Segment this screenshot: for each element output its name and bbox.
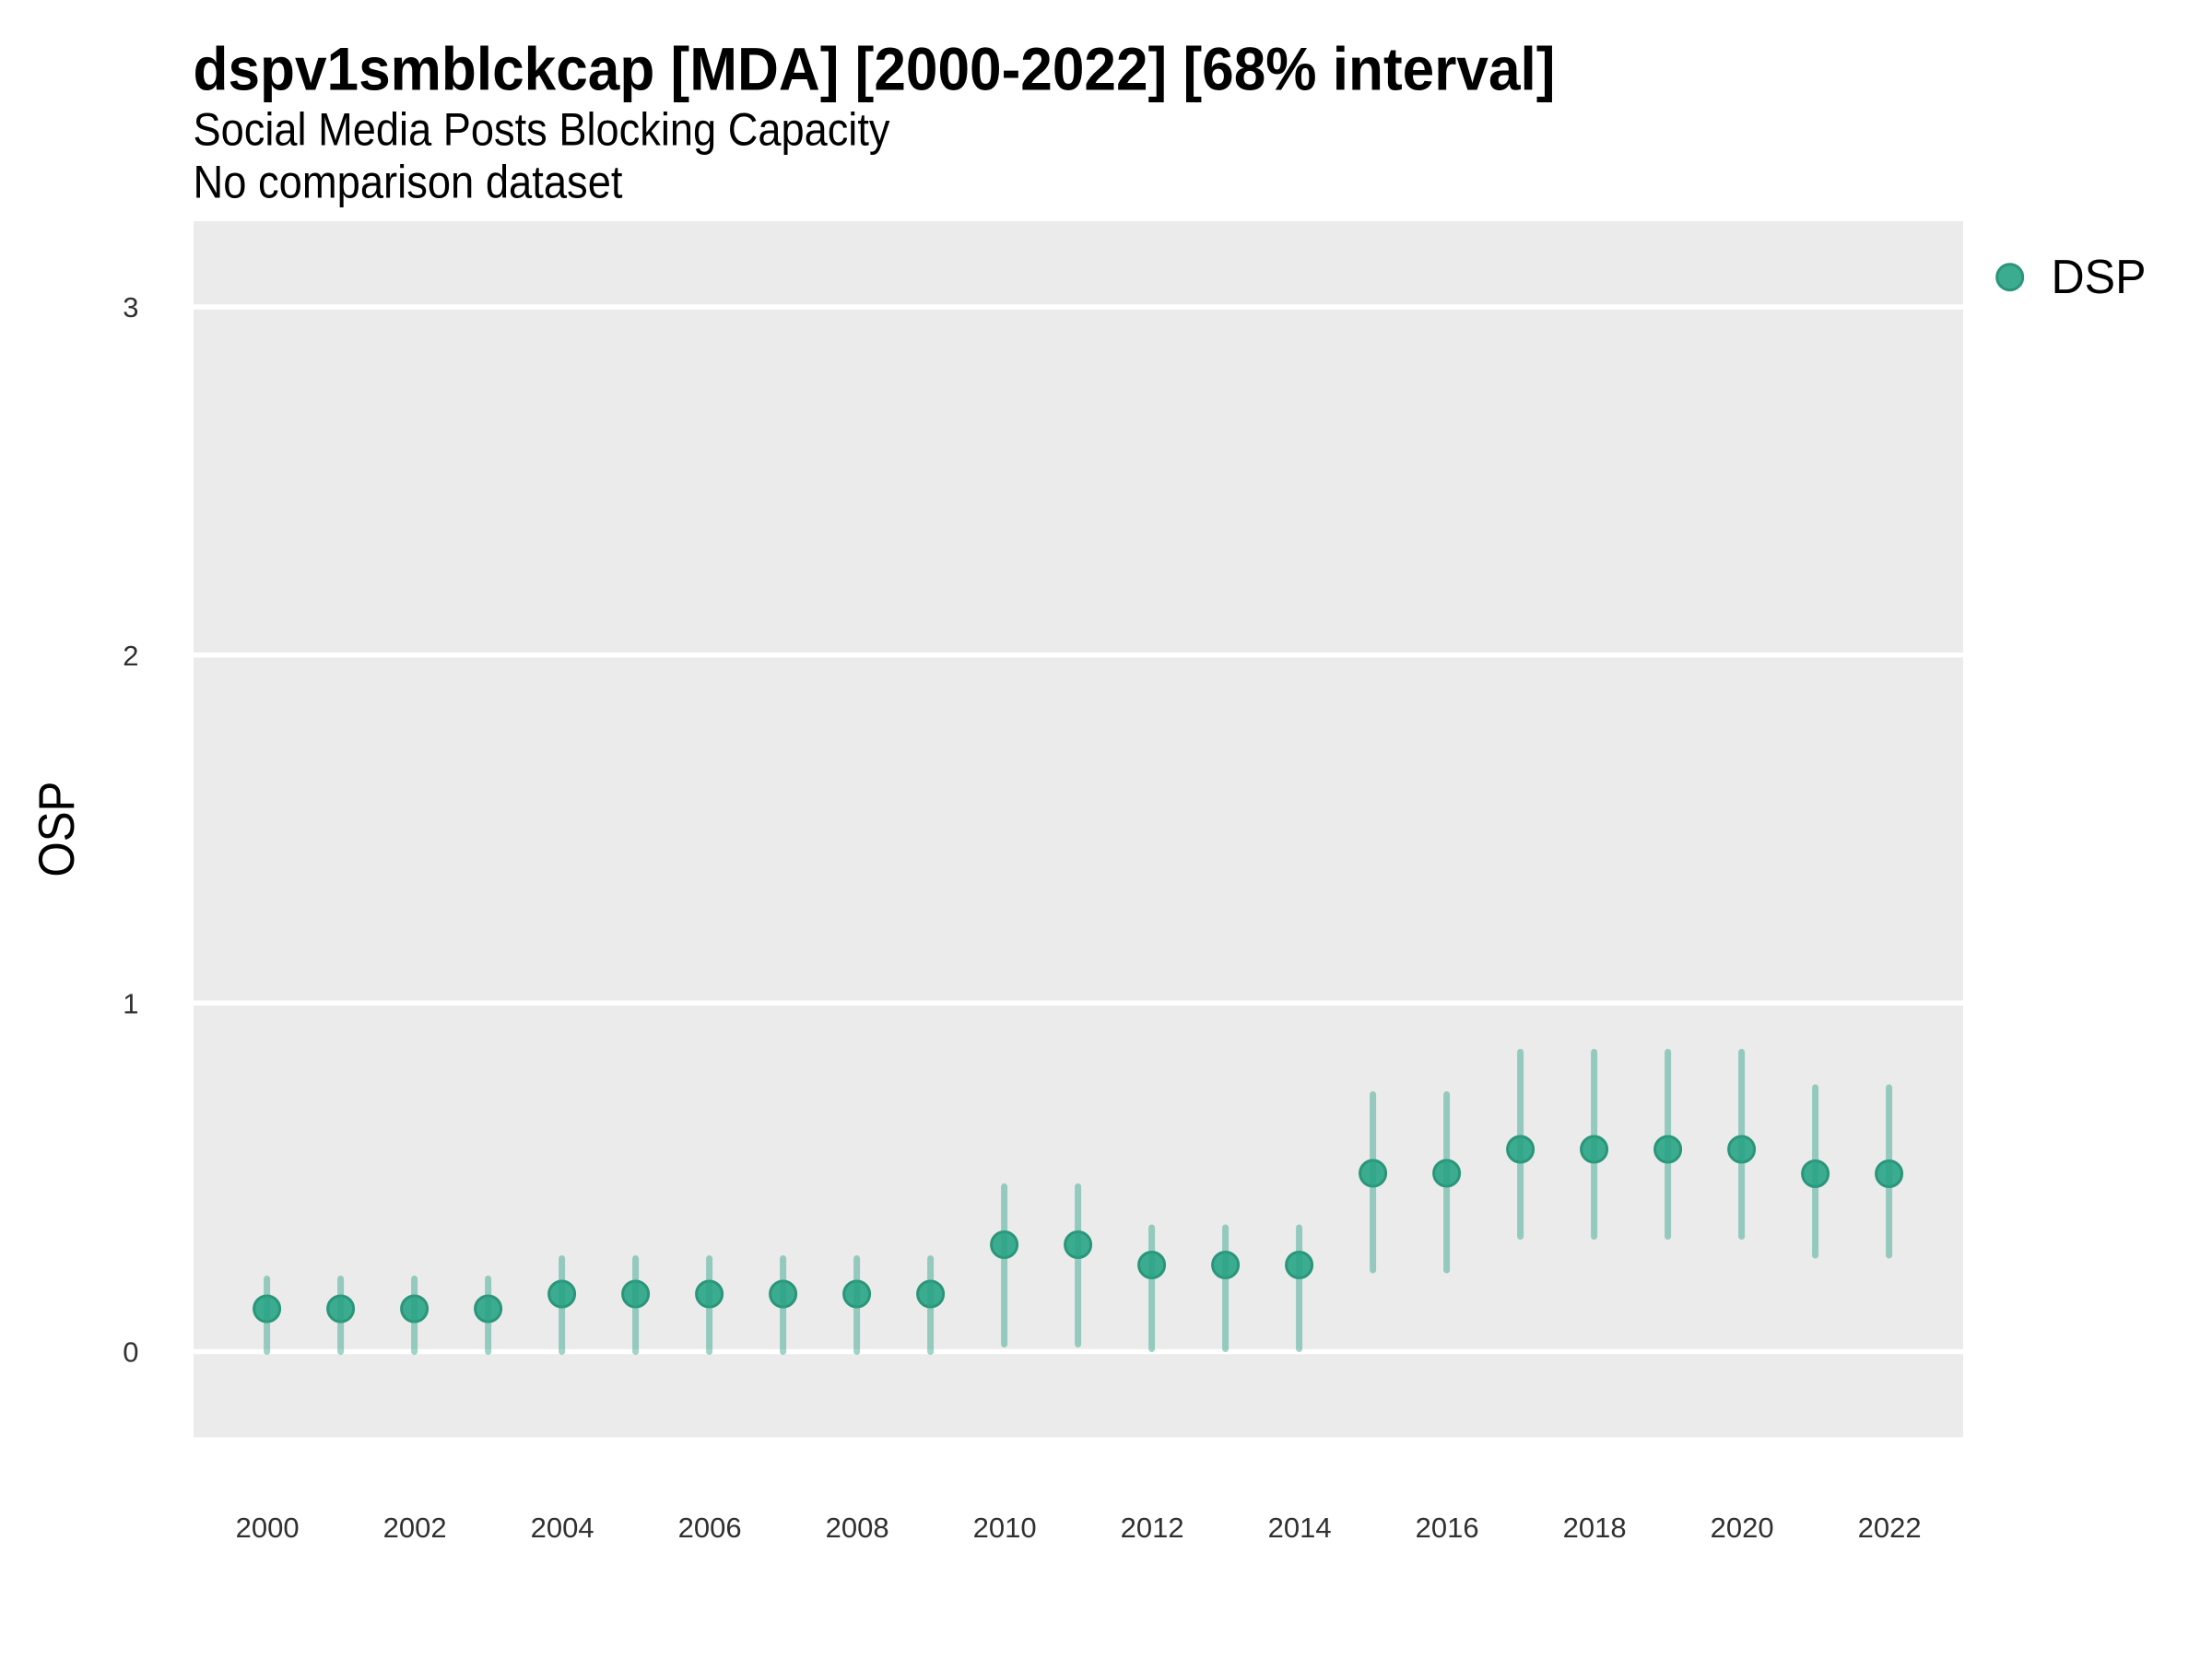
svg-text:2002: 2002: [383, 1512, 447, 1544]
svg-text:2010: 2010: [973, 1512, 1037, 1544]
svg-text:OSP: OSP: [29, 782, 85, 877]
svg-text:2000: 2000: [236, 1512, 300, 1544]
svg-text:0: 0: [123, 1336, 138, 1369]
svg-text:2016: 2016: [1416, 1512, 1479, 1544]
svg-text:2012: 2012: [1121, 1512, 1184, 1544]
svg-text:2022: 2022: [1858, 1512, 1922, 1544]
svg-text:2: 2: [123, 640, 138, 672]
svg-text:No comparison dataset: No comparison dataset: [194, 157, 623, 208]
svg-text:2020: 2020: [1711, 1512, 1774, 1544]
svg-text:1: 1: [123, 987, 138, 1019]
svg-text:2014: 2014: [1268, 1512, 1332, 1544]
svg-text:2018: 2018: [1563, 1512, 1627, 1544]
svg-text:2004: 2004: [531, 1512, 594, 1544]
svg-text:2006: 2006: [678, 1512, 742, 1544]
svg-text:dspv1smblckcap [MDA] [2000-202: dspv1smblckcap [MDA] [2000-2022] [68% in…: [194, 35, 1556, 102]
svg-text:2008: 2008: [826, 1512, 889, 1544]
svg-text:Social Media Posts Blocking Ca: Social Media Posts Blocking Capacity: [194, 104, 890, 156]
svg-text:3: 3: [123, 291, 138, 324]
svg-text:DSP: DSP: [2052, 250, 2147, 303]
